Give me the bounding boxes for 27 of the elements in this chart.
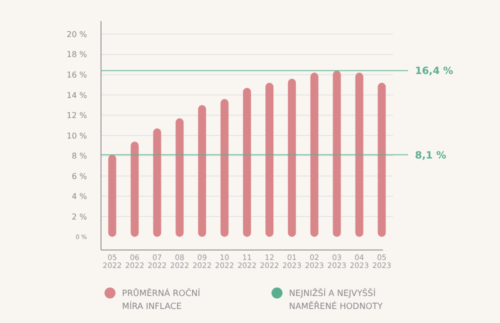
bar (220, 99, 229, 237)
y-tick-label: 20 % (66, 30, 88, 39)
bar (130, 142, 139, 237)
y-tick-label: 8 % (72, 152, 88, 161)
ref-line-label: 8,1 % (415, 150, 446, 162)
y-tick-label: 16 % (66, 70, 88, 80)
text: NEJNIŽŠÍ A NEJVYŠŠÍ NAMĚŘENÉ HODNOTY (289, 288, 384, 312)
y-tick-label: 2 % (72, 212, 88, 222)
bar (176, 118, 184, 237)
y-tick-label: 18 % (66, 50, 88, 60)
bar (243, 88, 251, 237)
bar (355, 72, 364, 237)
bar (310, 72, 318, 237)
bar (288, 78, 296, 237)
y-tick-label: 10 % (66, 131, 88, 140)
bar (198, 105, 206, 237)
bar (108, 154, 116, 237)
bar (265, 82, 274, 237)
bar (332, 70, 341, 237)
legend-label: PRŮMĚRNÁ ROČNÍ MÍRA INFLACE (122, 288, 201, 312)
y-tick-label: 6 % (72, 172, 88, 181)
bar (153, 128, 162, 237)
y-tick-label: 4 % (72, 192, 88, 202)
ref-line-label: 16,4 % (415, 66, 454, 78)
bar (378, 82, 386, 237)
y-tick-label: 14 % (66, 90, 88, 100)
y-tick-label: 12 % (66, 111, 88, 120)
